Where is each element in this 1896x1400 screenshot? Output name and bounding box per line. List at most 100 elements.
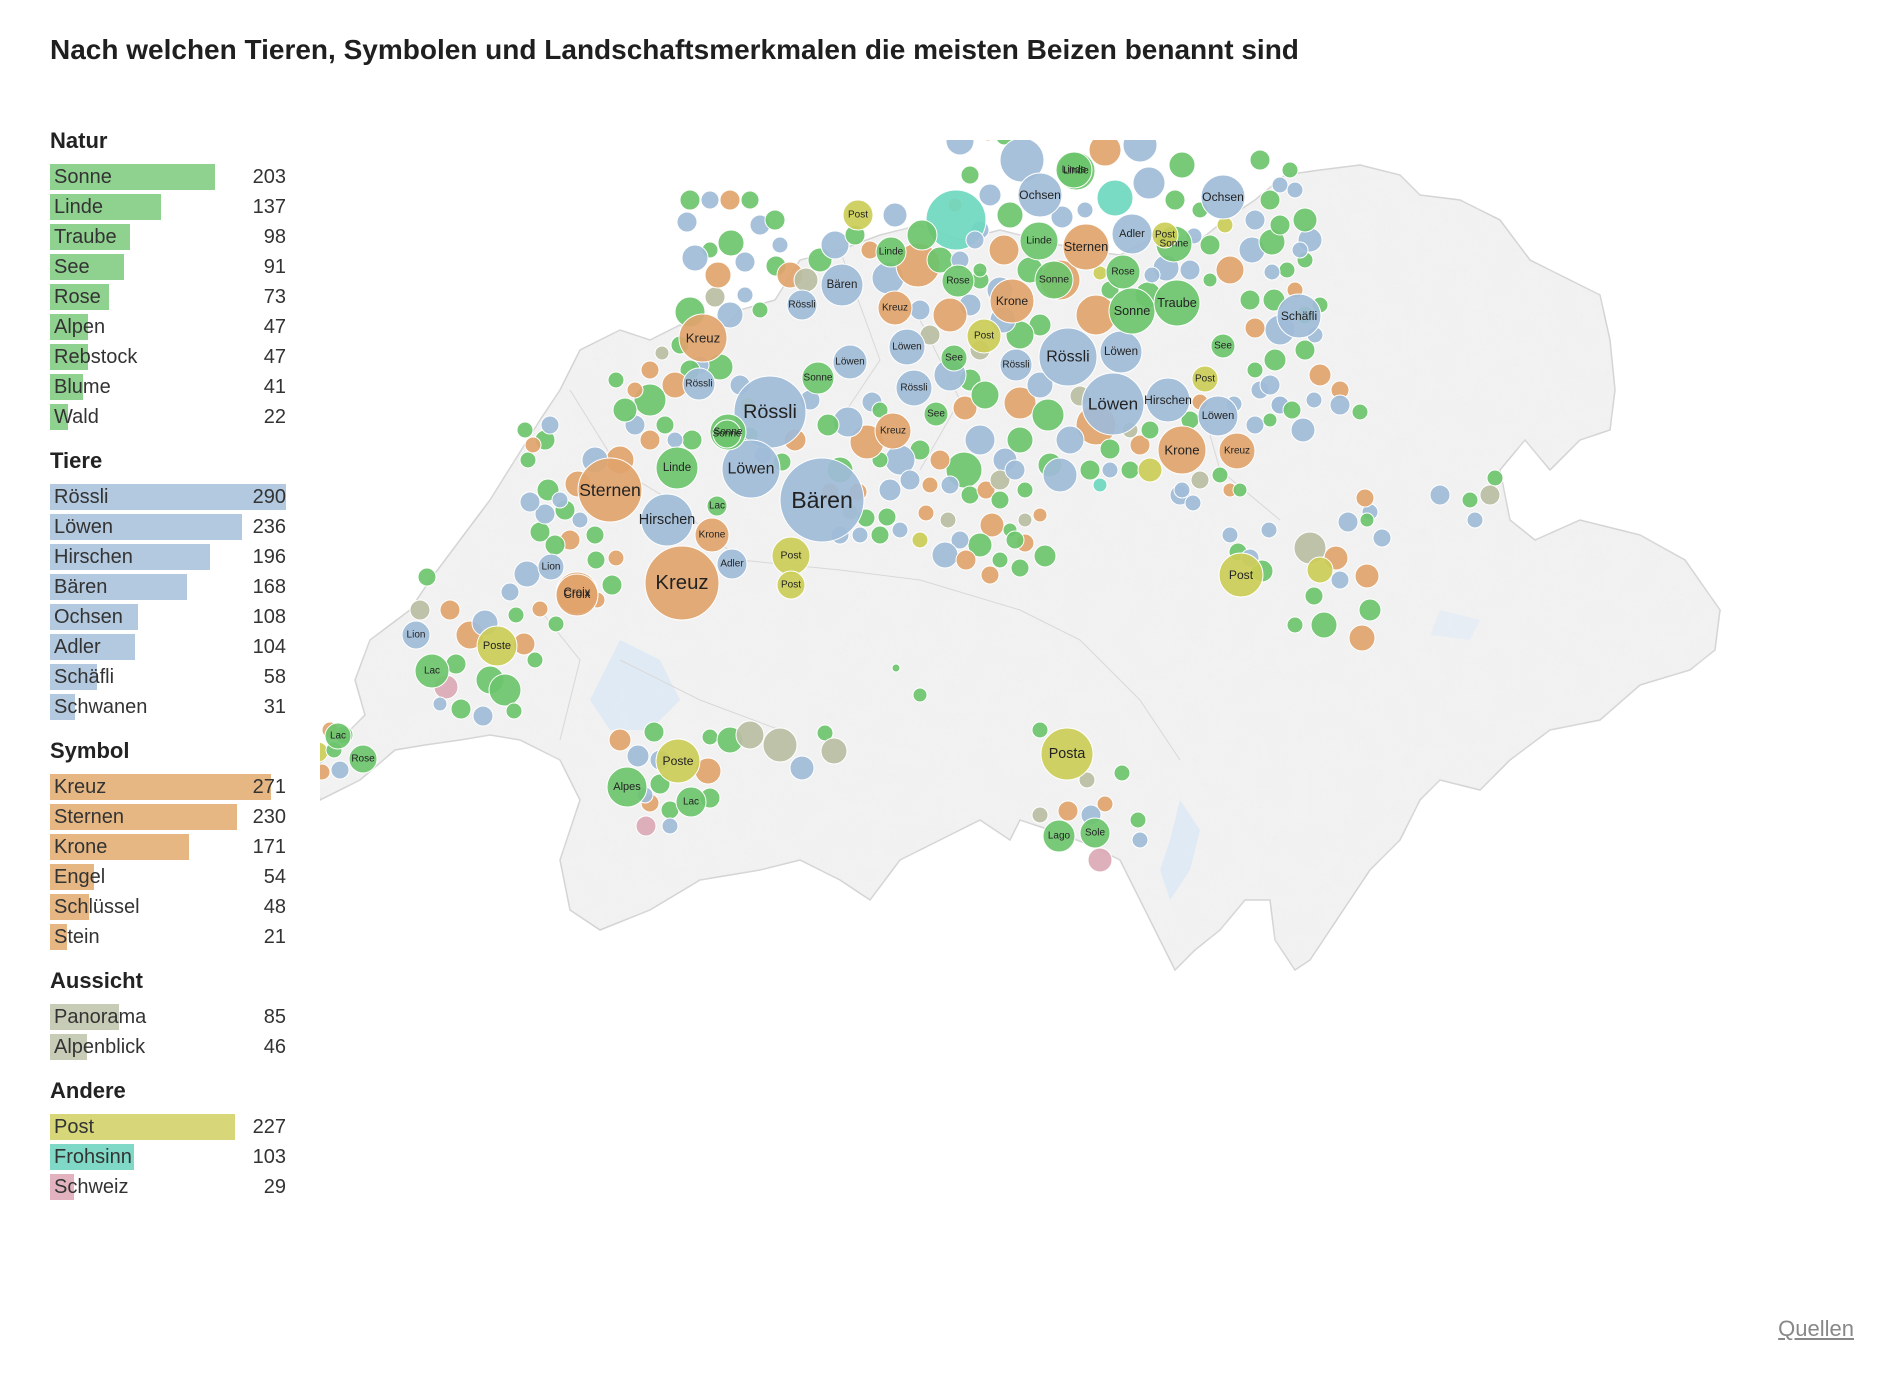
- bubble[interactable]: [586, 550, 606, 570]
- bubble-labelled[interactable]: [348, 744, 378, 774]
- bubble[interactable]: [1244, 317, 1266, 339]
- bubble-labelled[interactable]: [801, 361, 835, 395]
- bubble[interactable]: [1005, 530, 1025, 550]
- bubble[interactable]: [1271, 176, 1289, 194]
- bubble-labelled[interactable]: [606, 766, 648, 808]
- bubble[interactable]: [681, 244, 709, 272]
- bubble[interactable]: [1249, 149, 1271, 171]
- bubble[interactable]: [1305, 391, 1323, 409]
- bubble[interactable]: [789, 755, 815, 781]
- bubble[interactable]: [939, 511, 957, 529]
- bubble[interactable]: [519, 491, 541, 513]
- bubble[interactable]: [1096, 179, 1134, 217]
- bubble-labelled[interactable]: [832, 344, 868, 380]
- legend-row-sternen[interactable]: Sternen 230: [50, 802, 286, 832]
- bubble[interactable]: [1239, 289, 1261, 311]
- bubble[interactable]: [1278, 261, 1296, 279]
- bubble-labelled[interactable]: [694, 517, 730, 553]
- bubble[interactable]: [734, 251, 756, 273]
- bubble-labelled[interactable]: [779, 457, 865, 543]
- bubble[interactable]: [1211, 466, 1229, 484]
- bubble[interactable]: [988, 234, 1020, 266]
- bubble[interactable]: [931, 541, 959, 569]
- bubble[interactable]: [1263, 348, 1287, 372]
- bubble[interactable]: [891, 521, 909, 539]
- bubble[interactable]: [654, 345, 670, 361]
- bubble[interactable]: [1076, 201, 1094, 219]
- bubble[interactable]: [1351, 403, 1369, 421]
- bubble[interactable]: [940, 475, 960, 495]
- bubble[interactable]: [601, 574, 623, 596]
- legend-row-stein[interactable]: Stein 21: [50, 922, 286, 952]
- bubble[interactable]: [950, 530, 970, 550]
- bubble-labelled[interactable]: [874, 412, 912, 450]
- bubble-labelled[interactable]: [537, 553, 565, 581]
- bubble[interactable]: [472, 705, 494, 727]
- bubble[interactable]: [1281, 161, 1299, 179]
- bubble[interactable]: [979, 512, 1005, 538]
- bubble[interactable]: [1032, 507, 1048, 523]
- bubble-labelled[interactable]: [712, 419, 742, 449]
- bubble-labelled[interactable]: [786, 289, 818, 321]
- bubble[interactable]: [1168, 151, 1196, 179]
- bubble[interactable]: [996, 201, 1024, 229]
- bubble[interactable]: [612, 397, 638, 423]
- bubble[interactable]: [1260, 521, 1278, 539]
- bubble[interactable]: [1087, 847, 1113, 873]
- bubble[interactable]: [704, 261, 732, 289]
- bubble[interactable]: [972, 262, 988, 278]
- bubble[interactable]: [1096, 795, 1114, 813]
- bubble[interactable]: [1143, 266, 1161, 284]
- bubble[interactable]: [1164, 189, 1186, 211]
- bubble[interactable]: [1120, 460, 1140, 480]
- bubble-labelled[interactable]: [1153, 279, 1201, 327]
- bubble[interactable]: [921, 476, 939, 494]
- bubble[interactable]: [1004, 459, 1026, 481]
- legend-row-krone[interactable]: Krone 171: [50, 832, 286, 862]
- bubble[interactable]: [1337, 511, 1359, 533]
- bubble[interactable]: [1262, 412, 1278, 428]
- bubble[interactable]: [655, 415, 675, 435]
- bubble[interactable]: [1292, 207, 1318, 233]
- bubble[interactable]: [1348, 624, 1376, 652]
- bubble[interactable]: [513, 560, 541, 588]
- bubble[interactable]: [526, 651, 544, 669]
- bubble-labelled[interactable]: [1218, 552, 1264, 598]
- legend-row-schlüssel[interactable]: Schlüssel 48: [50, 892, 286, 922]
- bubble[interactable]: [989, 469, 1011, 491]
- legend-row-schweiz[interactable]: Schweiz 29: [50, 1172, 286, 1202]
- bubble[interactable]: [1215, 255, 1245, 285]
- bubble[interactable]: [417, 567, 437, 587]
- bubble-labelled[interactable]: [1040, 727, 1094, 781]
- legend-row-alpen[interactable]: Alpen 47: [50, 312, 286, 342]
- bubble[interactable]: [1057, 800, 1079, 822]
- legend-row-bären[interactable]: Bären 168: [50, 572, 286, 602]
- bubble[interactable]: [1042, 457, 1078, 493]
- bubble[interactable]: [851, 526, 869, 544]
- bubble-labelled[interactable]: [675, 786, 707, 818]
- bubble[interactable]: [1199, 234, 1221, 256]
- bubble[interactable]: [701, 728, 719, 746]
- legend-row-kreuz[interactable]: Kreuz 271: [50, 772, 286, 802]
- bubble-labelled[interactable]: [644, 545, 720, 621]
- bubble[interactable]: [952, 395, 978, 421]
- bubble[interactable]: [330, 760, 350, 780]
- legend-row-frohsinn[interactable]: Frohsinn 103: [50, 1142, 286, 1172]
- legend-row-alpenblick[interactable]: Alpenblick 46: [50, 1032, 286, 1062]
- bubble[interactable]: [1244, 209, 1266, 231]
- bubble[interactable]: [1329, 394, 1351, 416]
- legend-row-hirschen[interactable]: Hirschen 196: [50, 542, 286, 572]
- bubble[interactable]: [505, 702, 523, 720]
- bubble[interactable]: [976, 480, 996, 500]
- bubble[interactable]: [1099, 438, 1121, 460]
- bubble[interactable]: [681, 429, 703, 451]
- bubble[interactable]: [870, 525, 890, 545]
- bubble[interactable]: [964, 424, 996, 456]
- bubble[interactable]: [432, 696, 448, 712]
- bubble-labelled[interactable]: [1019, 221, 1059, 261]
- bubble[interactable]: [1113, 764, 1131, 782]
- bubble-labelled[interactable]: [1218, 432, 1256, 470]
- bubble[interactable]: [1140, 420, 1160, 440]
- bubble[interactable]: [771, 236, 789, 254]
- bubble[interactable]: [507, 606, 525, 624]
